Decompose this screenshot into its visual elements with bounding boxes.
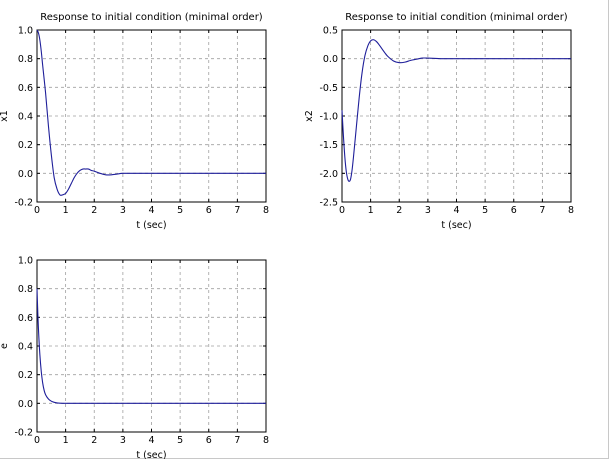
x-axis-label: t (sec) — [441, 220, 471, 231]
x-tick-label: 5 — [177, 435, 183, 446]
y-axis-label: x2 — [304, 110, 315, 122]
x-tick-label: 8 — [568, 205, 574, 216]
y-tick-label: 1.0 — [18, 26, 33, 37]
x-tick-label: 2 — [91, 435, 97, 446]
y-tick-label: -0.5 — [319, 83, 338, 94]
x-tick-label: 6 — [511, 205, 517, 216]
y-tick-label: 0.0 — [18, 399, 33, 410]
x-tick-label: 7 — [234, 435, 240, 446]
series-line-1 — [341, 39, 571, 182]
x-tick-label: 0 — [34, 205, 40, 216]
y-tick-label: 0.5 — [323, 26, 338, 37]
y-tick-label: -0.2 — [14, 428, 33, 439]
chart-title: Response to initial condition (minimal o… — [40, 12, 263, 23]
x-tick-label: 7 — [539, 205, 545, 216]
y-tick-label: 1.0 — [18, 256, 33, 267]
y-axis-label: e — [0, 343, 10, 349]
x-tick-label: 6 — [206, 435, 212, 446]
x-tick-label: 2 — [396, 205, 402, 216]
y-tick-label: -1.5 — [319, 140, 338, 151]
x-axis-label: t (sec) — [136, 220, 166, 231]
x-tick-label: 1 — [63, 205, 69, 216]
y-tick-label: 0.4 — [18, 112, 33, 123]
x-tick-label: 8 — [263, 205, 269, 216]
x-tick-label: 6 — [206, 205, 212, 216]
series-line-1 — [36, 29, 267, 196]
series-line-1 — [36, 288, 266, 404]
x-tick-label: 0 — [34, 435, 40, 446]
x-tick-label: 3 — [120, 435, 126, 446]
x-axis-label: t (sec) — [136, 450, 166, 459]
x-tick-label: 5 — [177, 205, 183, 216]
x-tick-label: 4 — [453, 205, 459, 216]
chart-3: 0 1 2 3 4 5 6 7 8 -0.2 0.0 0.2 0.4 0.6 0.8 1.0 t (sec) e — [0, 256, 269, 460]
x-tick-label: 0 — [339, 205, 345, 216]
x-tick-label: 3 — [120, 205, 126, 216]
y-tick-label: -0.2 — [14, 198, 33, 209]
y-tick-label: 0.0 — [323, 54, 338, 65]
x-tick-label: 2 — [91, 205, 97, 216]
x-tick-label: 1 — [63, 435, 69, 446]
x-tick-label: 4 — [148, 205, 154, 216]
x-tick-label: 1 — [368, 205, 374, 216]
x-tick-label: 3 — [425, 205, 431, 216]
x-tick-label: 4 — [148, 435, 154, 446]
y-tick-label: 0.2 — [18, 140, 33, 151]
y-tick-label: 0.2 — [18, 370, 33, 381]
y-tick-label: -2.0 — [319, 169, 338, 180]
chart-1: 0 1 2 3 4 5 6 7 8 -0.2 0.0 0.2 0.4 0.6 0.8 1.0 Response … — [0, 12, 269, 231]
y-axis-label: x1 — [0, 110, 10, 122]
y-tick-label: -1.0 — [319, 112, 338, 123]
x-tick-label: 5 — [482, 205, 488, 216]
y-tick-label: 0.8 — [18, 284, 33, 295]
y-tick-label: 0.6 — [18, 83, 33, 94]
y-tick-label: 0.0 — [18, 169, 33, 180]
chart-title: Response to initial condition (minimal o… — [345, 12, 568, 23]
y-tick-label: 0.6 — [18, 313, 33, 324]
x-tick-label: 8 — [263, 435, 269, 446]
y-tick-label: 0.8 — [18, 54, 33, 65]
y-tick-label: 0.4 — [18, 342, 33, 353]
y-tick-label: -2.5 — [319, 198, 338, 209]
chart-2: 0 1 2 3 4 5 6 7 8 -2.5 -2.0 -1.5 -1.0 -0.5 0.0 0.5 Respo… — [304, 12, 574, 231]
x-tick-label: 7 — [234, 205, 240, 216]
